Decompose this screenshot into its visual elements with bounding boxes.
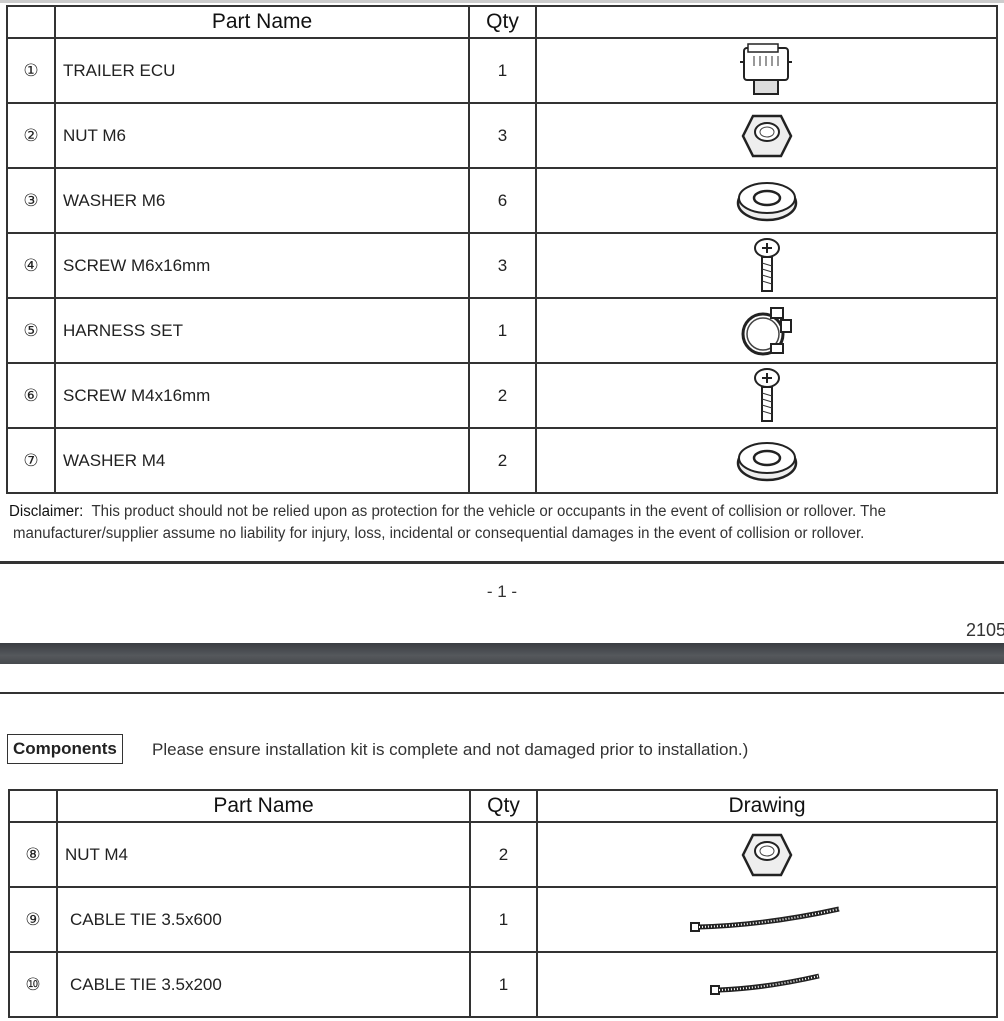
part-qty: 1: [469, 886, 538, 953]
table-header: Part Name Qty Drawing: [8, 789, 998, 823]
table-row: ② NUT M6 3: [6, 102, 998, 169]
part-qty: 2: [468, 427, 537, 494]
header-num: [6, 5, 56, 39]
page-number: - 1 -: [486, 582, 518, 601]
page-divider: [0, 561, 1004, 564]
part-name: WASHER M6: [54, 167, 470, 234]
part-name: NUT M4: [56, 821, 471, 888]
table-row: ① TRAILER ECU 1: [6, 37, 998, 104]
cable-tie-icon: [536, 951, 998, 1018]
item-number: ②: [6, 102, 56, 169]
header-drawing: [535, 5, 998, 39]
ecu-icon: [535, 37, 998, 104]
header-part-name: Part Name: [56, 789, 471, 823]
part-qty: 3: [468, 102, 537, 169]
disclaimer-line2: manufacturer/supplier assume no liabilit…: [13, 525, 865, 542]
item-number: ⑩: [8, 951, 58, 1018]
table-row: ⑦ WASHER M4 2: [6, 427, 998, 494]
parts-table-page1: Part Name Qty ① TRAILER ECU 1 ② NUT M6 3…: [6, 5, 998, 494]
part-qty: 3: [468, 232, 537, 299]
part-name: CABLE TIE 3.5x200: [56, 951, 471, 1018]
table-row: ⑤ HARNESS SET 1: [6, 297, 998, 364]
screw-icon: [535, 232, 998, 299]
header-num: [8, 789, 58, 823]
page-divider: [0, 692, 1004, 694]
washer-icon: [535, 167, 998, 234]
table-row: ⑩ CABLE TIE 3.5x200 1: [8, 951, 998, 1018]
table-row: ④ SCREW M6x16mm 3: [6, 232, 998, 299]
part-qty: 1: [469, 951, 538, 1018]
doc-code: 2105: [966, 620, 1004, 640]
cable-tie-icon: [536, 886, 998, 953]
header-qty: Qty: [469, 789, 538, 823]
item-number: ⑥: [6, 362, 56, 429]
part-qty: 2: [469, 821, 538, 888]
item-number: ⑧: [8, 821, 58, 888]
screw-icon: [535, 362, 998, 429]
nut-icon: [535, 102, 998, 169]
header-qty: Qty: [468, 5, 537, 39]
part-name: WASHER M4: [54, 427, 470, 494]
table-row: ⑨ CABLE TIE 3.5x600 1: [8, 886, 998, 953]
item-number: ③: [6, 167, 56, 234]
part-qty: 1: [468, 297, 537, 364]
components-note: Please ensure installation kit is comple…: [152, 740, 749, 759]
table-row: ③ WASHER M6 6: [6, 167, 998, 234]
disclaimer-label: Disclaimer:: [9, 503, 84, 520]
part-name: HARNESS SET: [54, 297, 470, 364]
part-name: SCREW M4x16mm: [54, 362, 470, 429]
table-row: ⑧ NUT M4 2: [8, 821, 998, 888]
item-number: ⑤: [6, 297, 56, 364]
components-label: Components: [7, 734, 123, 764]
part-name: SCREW M6x16mm: [54, 232, 470, 299]
table-row: ⑥ SCREW M4x16mm 2: [6, 362, 998, 429]
table-header: Part Name Qty: [6, 5, 998, 39]
disclaimer-line1: Disclaimer: This product should not be r…: [9, 503, 886, 521]
item-number: ④: [6, 232, 56, 299]
page-top-edge: [0, 0, 1004, 3]
parts-table-page2: Part Name Qty Drawing ⑧ NUT M4 2 ⑨ CABLE…: [8, 789, 998, 1018]
washer-icon: [535, 427, 998, 494]
header-drawing: Drawing: [536, 789, 998, 823]
item-number: ⑨: [8, 886, 58, 953]
part-name: NUT M6: [54, 102, 470, 169]
page-separator-bar: [0, 643, 1004, 664]
harness-icon: [535, 297, 998, 364]
item-number: ①: [6, 37, 56, 104]
part-qty: 2: [468, 362, 537, 429]
header-part-name: Part Name: [54, 5, 470, 39]
part-name: TRAILER ECU: [54, 37, 470, 104]
nut-icon: [536, 821, 998, 888]
item-number: ⑦: [6, 427, 56, 494]
disclaimer-text: This product should not be relied upon a…: [91, 503, 886, 520]
part-qty: 6: [468, 167, 537, 234]
part-qty: 1: [468, 37, 537, 104]
part-name: CABLE TIE 3.5x600: [56, 886, 471, 953]
